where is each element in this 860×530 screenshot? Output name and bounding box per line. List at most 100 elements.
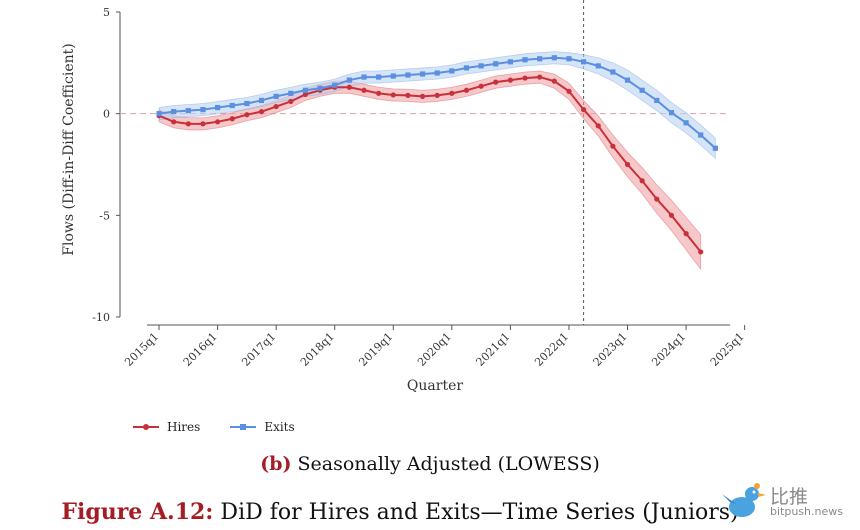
data-point-exits — [332, 82, 338, 88]
subcaption-text: Seasonally Adjusted (LOWESS) — [291, 453, 600, 475]
chart-area: 5 0 -5 -10 2015q1 2016q1 2017q1 2018q1 2019q1 202… — [61, 0, 747, 394]
data-point-hires — [302, 91, 309, 97]
data-point-hires — [654, 196, 660, 202]
x-tick-label: 2018q1 — [298, 330, 337, 369]
data-point-hires — [346, 84, 352, 90]
y-tick-label: 5 — [103, 6, 110, 19]
data-point-exits — [698, 132, 704, 138]
x-axis-label: Quarter — [407, 378, 463, 394]
legend-swatch-hires — [133, 424, 159, 430]
data-point-exits — [244, 100, 250, 107]
data-point-hires — [229, 116, 235, 122]
data-point-exits — [346, 77, 352, 83]
data-point-hires — [390, 92, 396, 98]
data-point-hires — [405, 92, 411, 98]
data-point-exits — [419, 71, 426, 77]
data-point-hires — [581, 107, 587, 113]
y-axis-label: Flows (Diff-in-Diff Coefficient) — [61, 43, 77, 255]
legend-label-exits: Exits — [264, 420, 295, 434]
data-point-hires — [449, 90, 455, 96]
subcaption: (b) Seasonally Adjusted (LOWESS) — [0, 453, 860, 475]
x-tick-label: 2021q1 — [474, 330, 513, 369]
data-point-exits — [185, 108, 191, 114]
data-point-exits — [654, 97, 660, 104]
data-point-exits — [668, 110, 675, 116]
data-point-exits — [376, 74, 382, 80]
data-point-exits — [171, 109, 177, 115]
figure-caption: Figure A.12: DiD for Hires and Exits—Tim… — [0, 499, 800, 525]
legend-swatch-exits — [230, 424, 257, 430]
data-point-hires — [215, 119, 221, 125]
legend-item-hires: Hires — [133, 420, 200, 434]
data-point-hires — [595, 123, 601, 129]
x-tick-label: 2016q1 — [181, 330, 220, 369]
x-tick-label: 2017q1 — [239, 330, 278, 369]
data-point-exits — [683, 120, 689, 126]
watermark-name: 比推 — [770, 486, 809, 508]
data-point-exits — [478, 63, 484, 69]
data-point-exits — [273, 93, 279, 99]
data-point-exits — [493, 61, 499, 67]
data-point-hires — [434, 92, 440, 98]
data-point-exits — [463, 65, 470, 71]
legend-item-exits: Exits — [230, 420, 295, 434]
data-point-hires — [522, 75, 528, 81]
data-point-exits — [624, 77, 631, 83]
data-point-exits — [522, 57, 528, 63]
legend-label-hires: Hires — [167, 420, 201, 434]
x-tick-label: 2015q1 — [122, 330, 161, 369]
watermark-domain: bitpush.news — [770, 505, 843, 518]
data-point-hires — [185, 121, 191, 127]
data-point-exits — [610, 69, 616, 75]
data-point-hires — [200, 121, 206, 127]
data-point-exits — [390, 73, 396, 79]
data-point-exits — [258, 97, 265, 104]
legend: Hires Exits — [133, 420, 295, 434]
data-point-hires — [288, 98, 294, 105]
data-point-hires — [273, 103, 279, 110]
data-point-exits — [317, 85, 323, 91]
data-point-hires — [361, 87, 367, 93]
data-point-hires — [376, 90, 382, 96]
data-point-exits — [449, 68, 455, 74]
data-point-exits — [361, 74, 367, 80]
data-point-hires — [551, 78, 557, 84]
data-point-exits — [156, 111, 162, 117]
data-point-hires — [493, 79, 499, 85]
data-point-exits — [507, 59, 513, 65]
data-point-exits — [434, 70, 440, 76]
data-point-exits — [581, 59, 587, 65]
figure-caption-text: DiD for Hires and Exits—Time Series (Jun… — [213, 500, 739, 525]
data-point-exits — [215, 104, 221, 111]
data-point-exits — [229, 102, 235, 109]
subcaption-label: (b) — [260, 453, 292, 475]
data-point-exits — [200, 107, 206, 113]
data-point-exits — [595, 63, 601, 69]
data-point-exits — [302, 87, 309, 93]
data-point-hires — [537, 74, 543, 80]
x-tick-label: 2024q1 — [649, 330, 688, 369]
x-tick-label: 2019q1 — [356, 330, 395, 369]
data-point-hires — [566, 88, 572, 94]
data-point-hires — [478, 83, 484, 89]
bird-logo-icon — [722, 483, 766, 517]
x-tick-label: 2020q1 — [415, 330, 454, 369]
data-point-exits — [566, 56, 572, 62]
data-point-hires — [668, 212, 675, 218]
y-tick-label: -10 — [92, 311, 110, 324]
data-point-exits — [537, 56, 543, 62]
x-tick-label: 2023q1 — [591, 330, 630, 369]
data-point-hires — [171, 119, 177, 125]
data-point-hires — [258, 109, 265, 115]
data-point-hires — [639, 178, 645, 184]
y-tick-label: 0 — [103, 108, 110, 121]
x-tick-label: 2025q1 — [708, 330, 747, 369]
data-point-exits — [551, 55, 557, 61]
watermark: 比推 bitpush.news — [722, 480, 852, 524]
data-point-hires — [507, 77, 513, 83]
data-point-hires — [624, 161, 631, 168]
y-tick-label: -5 — [99, 209, 110, 222]
data-point-exits — [639, 87, 645, 93]
x-tick-label: 2022q1 — [532, 330, 571, 369]
figure-caption-label: Figure A.12: — [61, 499, 214, 525]
